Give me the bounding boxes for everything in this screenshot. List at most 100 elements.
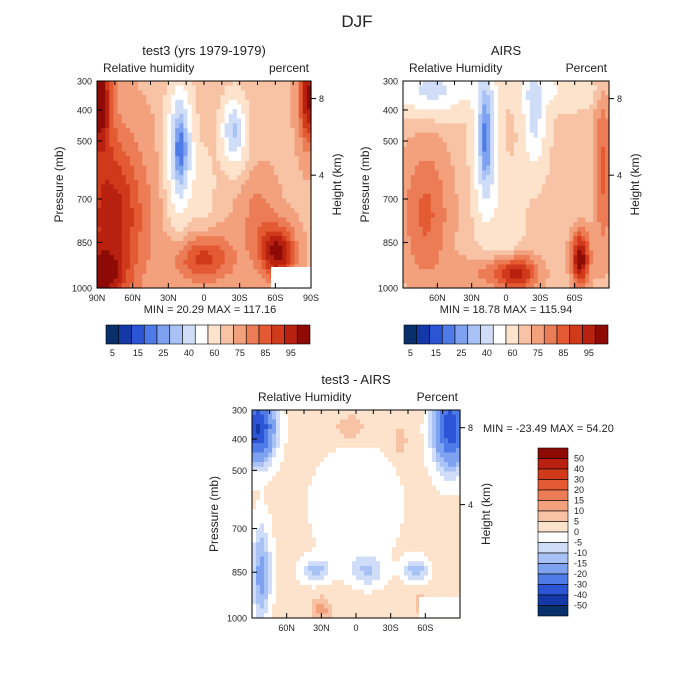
heatmap-cell bbox=[533, 128, 539, 134]
heatmap-cell bbox=[430, 175, 436, 181]
heatmap-cell bbox=[589, 208, 594, 214]
heatmap-cell bbox=[166, 226, 172, 233]
heatmap-cell bbox=[529, 189, 535, 195]
heatmap-cell bbox=[208, 203, 213, 209]
heatmap-cell bbox=[195, 283, 201, 289]
heatmap-cell bbox=[517, 160, 523, 167]
heatmap-cell bbox=[498, 146, 503, 153]
heatmap-cell bbox=[450, 151, 456, 157]
heatmap-cell bbox=[502, 255, 507, 261]
heatmap-cell bbox=[549, 113, 555, 120]
heatmap-cell bbox=[506, 217, 511, 223]
heatmap-cell bbox=[150, 250, 156, 256]
heatmap-cell bbox=[302, 208, 308, 214]
heatmap-cell bbox=[420, 424, 425, 430]
heatmap-cell bbox=[154, 151, 160, 157]
heatmap-cell bbox=[384, 428, 389, 435]
heatmap-cell bbox=[253, 179, 259, 186]
heatmap-cell bbox=[438, 142, 444, 148]
heatmap-cell bbox=[296, 424, 301, 430]
heatmap-cell bbox=[569, 226, 574, 233]
heatmap-cell bbox=[245, 259, 250, 266]
heatmap-cell bbox=[553, 264, 559, 270]
heatmap-cell bbox=[589, 217, 594, 223]
heatmap-cell bbox=[533, 179, 539, 186]
heatmap-cell bbox=[553, 128, 559, 134]
heatmap-cell bbox=[183, 113, 189, 120]
heatmap-cell bbox=[450, 184, 456, 190]
heatmap-cell bbox=[195, 95, 201, 101]
heatmap-cell bbox=[109, 113, 115, 120]
heatmap-cell bbox=[561, 160, 567, 167]
heatmap-cell bbox=[302, 104, 308, 110]
heatmap-cell bbox=[142, 146, 147, 153]
heatmap-cell bbox=[146, 259, 152, 266]
heatmap-cell bbox=[199, 170, 205, 176]
heatmap-cell bbox=[509, 113, 515, 120]
heatmap-cell bbox=[446, 90, 452, 96]
heatmap-cell bbox=[179, 193, 185, 200]
heatmap-cell bbox=[253, 165, 259, 171]
heatmap-cell bbox=[561, 104, 567, 110]
heatmap-cell bbox=[232, 132, 238, 139]
heatmap-cell bbox=[306, 212, 312, 219]
heatmap-cell bbox=[597, 264, 602, 270]
heatmap-cell bbox=[406, 118, 412, 124]
heatmap-cell bbox=[187, 212, 193, 219]
heatmap-cell bbox=[482, 123, 487, 129]
heatmap-cell bbox=[261, 137, 267, 143]
heatmap-cell bbox=[113, 208, 119, 214]
heatmap-cell bbox=[306, 184, 312, 190]
heatmap-cell bbox=[589, 250, 594, 256]
heatmap-cell bbox=[403, 189, 408, 195]
heatmap-cell bbox=[166, 217, 172, 223]
heatmap-cell bbox=[561, 165, 567, 171]
heatmap-cell bbox=[113, 222, 119, 228]
heatmap-cell bbox=[605, 273, 610, 280]
heatmap-cell bbox=[466, 198, 471, 204]
heatmap-cell bbox=[597, 151, 602, 157]
heatmap-cell bbox=[509, 250, 515, 256]
heatmap-cell bbox=[509, 104, 515, 110]
heatmap-cell bbox=[589, 212, 594, 219]
heatmap-cell bbox=[101, 217, 106, 223]
heatmap-cell bbox=[403, 245, 408, 251]
heatmap-cell bbox=[195, 156, 201, 162]
heatmap-cell bbox=[517, 240, 523, 247]
heatmap-cell bbox=[125, 264, 131, 270]
heatmap-cell bbox=[490, 222, 495, 228]
heatmap-cell bbox=[105, 193, 110, 200]
heatmap-cell bbox=[224, 250, 230, 256]
heatmap-cell bbox=[138, 259, 143, 266]
heatmap-cell bbox=[533, 193, 539, 200]
heatmap-cell bbox=[573, 128, 578, 134]
heatmap-cell bbox=[438, 113, 444, 120]
heatmap-cell bbox=[278, 95, 283, 101]
heatmap-cell bbox=[454, 179, 460, 186]
heatmap-cell bbox=[257, 212, 263, 219]
heatmap-cell bbox=[478, 273, 483, 280]
heatmap-cell bbox=[241, 250, 246, 256]
heatmap-cell bbox=[298, 198, 304, 204]
heatmap-cell bbox=[494, 175, 499, 181]
heatmap-cell bbox=[166, 278, 172, 284]
heatmap-cell bbox=[179, 151, 185, 157]
heatmap-cell bbox=[146, 95, 152, 101]
heatmap-cell bbox=[509, 189, 515, 195]
heatmap-cell bbox=[474, 160, 479, 167]
heatmap-cell bbox=[388, 428, 393, 435]
heatmap-cell bbox=[482, 259, 487, 266]
heatmap-cell bbox=[228, 137, 234, 143]
heatmap-cell bbox=[478, 193, 483, 200]
heatmap-cell bbox=[422, 250, 428, 256]
heatmap-cell bbox=[261, 170, 267, 176]
heatmap-cell bbox=[117, 231, 123, 237]
heatmap-cell bbox=[228, 255, 234, 261]
heatmap-cell bbox=[422, 165, 428, 171]
heatmap-cell bbox=[204, 95, 209, 101]
heatmap-cell bbox=[241, 245, 246, 251]
heatmap-cell bbox=[304, 419, 309, 425]
heatmap-cell bbox=[175, 104, 180, 110]
heatmap-cell bbox=[257, 240, 263, 247]
heatmap-cell bbox=[302, 170, 308, 176]
